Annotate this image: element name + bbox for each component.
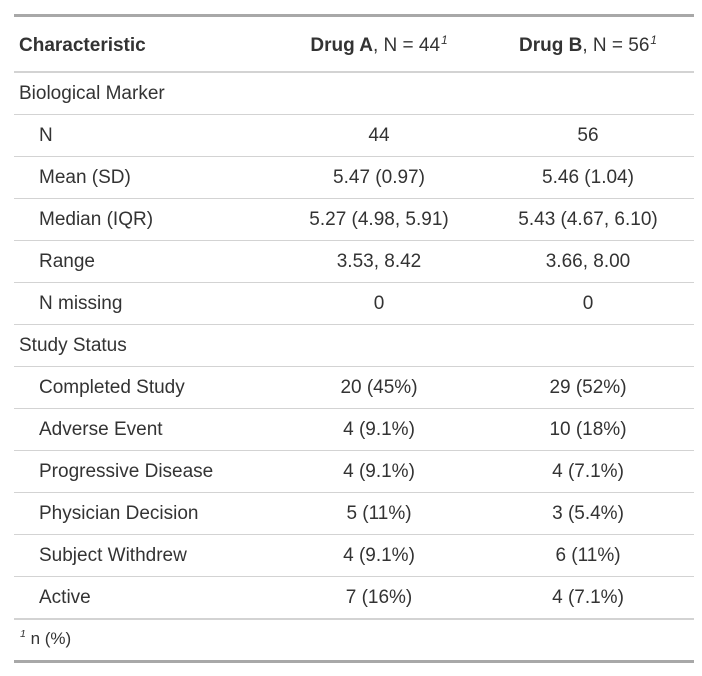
row-label: Progressive Disease — [14, 450, 276, 493]
cell-drug-b: 4 (7.1%) — [482, 450, 694, 493]
footnote-text: n (%) — [30, 629, 72, 648]
cell-drug-a — [276, 72, 482, 115]
cell-drug-b: 29 (52%) — [482, 366, 694, 409]
footnote-mark: 1 — [20, 628, 26, 641]
row-label: Subject Withdrew — [14, 534, 276, 577]
table-row: Median (IQR) 5.27 (4.98, 5.91) 5.43 (4.6… — [14, 198, 694, 241]
row-label: Physician Decision — [14, 492, 276, 535]
footnote-row: 1 n (%) — [14, 618, 694, 662]
cell-drug-b: 0 — [482, 282, 694, 325]
row-label: Active — [14, 576, 276, 620]
cell-drug-a: 7 (16%) — [276, 576, 482, 620]
table-row: Physician Decision 5 (11%) 3 (5.4%) — [14, 492, 694, 535]
cell-drug-b — [482, 72, 694, 115]
drug-b-n: , N = 56 — [582, 35, 650, 56]
table-body: Biological Marker N 44 56 Mean (SD) 5.47… — [14, 72, 694, 620]
footnote-mark: 1 — [650, 33, 657, 47]
cell-drug-a: 0 — [276, 282, 482, 325]
column-header-drug-b: Drug B, N = 561 — [482, 15, 694, 73]
characteristic-label: Characteristic — [19, 35, 146, 56]
row-label: N — [14, 114, 276, 157]
table-row: N missing 0 0 — [14, 282, 694, 325]
drug-b-name: Drug B — [519, 35, 583, 56]
cell-drug-a: 5.47 (0.97) — [276, 156, 482, 199]
cell-drug-b: 56 — [482, 114, 694, 157]
cell-drug-b: 4 (7.1%) — [482, 576, 694, 620]
cell-drug-a: 4 (9.1%) — [276, 408, 482, 451]
drug-a-n: , N = 44 — [373, 35, 441, 56]
summary-table: Characteristic Drug A, N = 441 Drug B, N… — [14, 14, 694, 663]
table-row: Mean (SD) 5.47 (0.97) 5.46 (1.04) — [14, 156, 694, 199]
cell-drug-b: 6 (11%) — [482, 534, 694, 577]
table-footer: 1 n (%) — [14, 618, 694, 662]
cell-drug-a: 44 — [276, 114, 482, 157]
cell-drug-b: 10 (18%) — [482, 408, 694, 451]
header-row: Characteristic Drug A, N = 441 Drug B, N… — [14, 15, 694, 73]
cell-drug-b: 5.46 (1.04) — [482, 156, 694, 199]
table-row: Completed Study 20 (45%) 29 (52%) — [14, 366, 694, 409]
cell-drug-b — [482, 324, 694, 367]
column-header-characteristic: Characteristic — [14, 15, 276, 73]
cell-drug-b: 5.43 (4.67, 6.10) — [482, 198, 694, 241]
row-label: Adverse Event — [14, 408, 276, 451]
cell-drug-a: 20 (45%) — [276, 366, 482, 409]
row-label: Mean (SD) — [14, 156, 276, 199]
table-row: Range 3.53, 8.42 3.66, 8.00 — [14, 240, 694, 283]
row-label: Range — [14, 240, 276, 283]
table-row: Progressive Disease 4 (9.1%) 4 (7.1%) — [14, 450, 694, 493]
row-label: Biological Marker — [14, 72, 276, 115]
cell-drug-a — [276, 324, 482, 367]
cell-drug-a: 5 (11%) — [276, 492, 482, 535]
row-label: Completed Study — [14, 366, 276, 409]
cell-drug-b: 3.66, 8.00 — [482, 240, 694, 283]
cell-drug-b: 3 (5.4%) — [482, 492, 694, 535]
row-label: N missing — [14, 282, 276, 325]
cell-drug-a: 5.27 (4.98, 5.91) — [276, 198, 482, 241]
table-row: Active 7 (16%) 4 (7.1%) — [14, 576, 694, 620]
table-header: Characteristic Drug A, N = 441 Drug B, N… — [14, 15, 694, 73]
drug-a-name: Drug A — [310, 35, 373, 56]
footnote: 1 n (%) — [14, 618, 694, 662]
row-label: Median (IQR) — [14, 198, 276, 241]
row-label: Study Status — [14, 324, 276, 367]
cell-drug-a: 3.53, 8.42 — [276, 240, 482, 283]
table-row-group: Biological Marker — [14, 72, 694, 115]
table-row-group: Study Status — [14, 324, 694, 367]
cell-drug-a: 4 (9.1%) — [276, 534, 482, 577]
table-row: N 44 56 — [14, 114, 694, 157]
table-row: Adverse Event 4 (9.1%) 10 (18%) — [14, 408, 694, 451]
column-header-drug-a: Drug A, N = 441 — [276, 15, 482, 73]
footnote-mark: 1 — [441, 33, 448, 47]
cell-drug-a: 4 (9.1%) — [276, 450, 482, 493]
table-row: Subject Withdrew 4 (9.1%) 6 (11%) — [14, 534, 694, 577]
